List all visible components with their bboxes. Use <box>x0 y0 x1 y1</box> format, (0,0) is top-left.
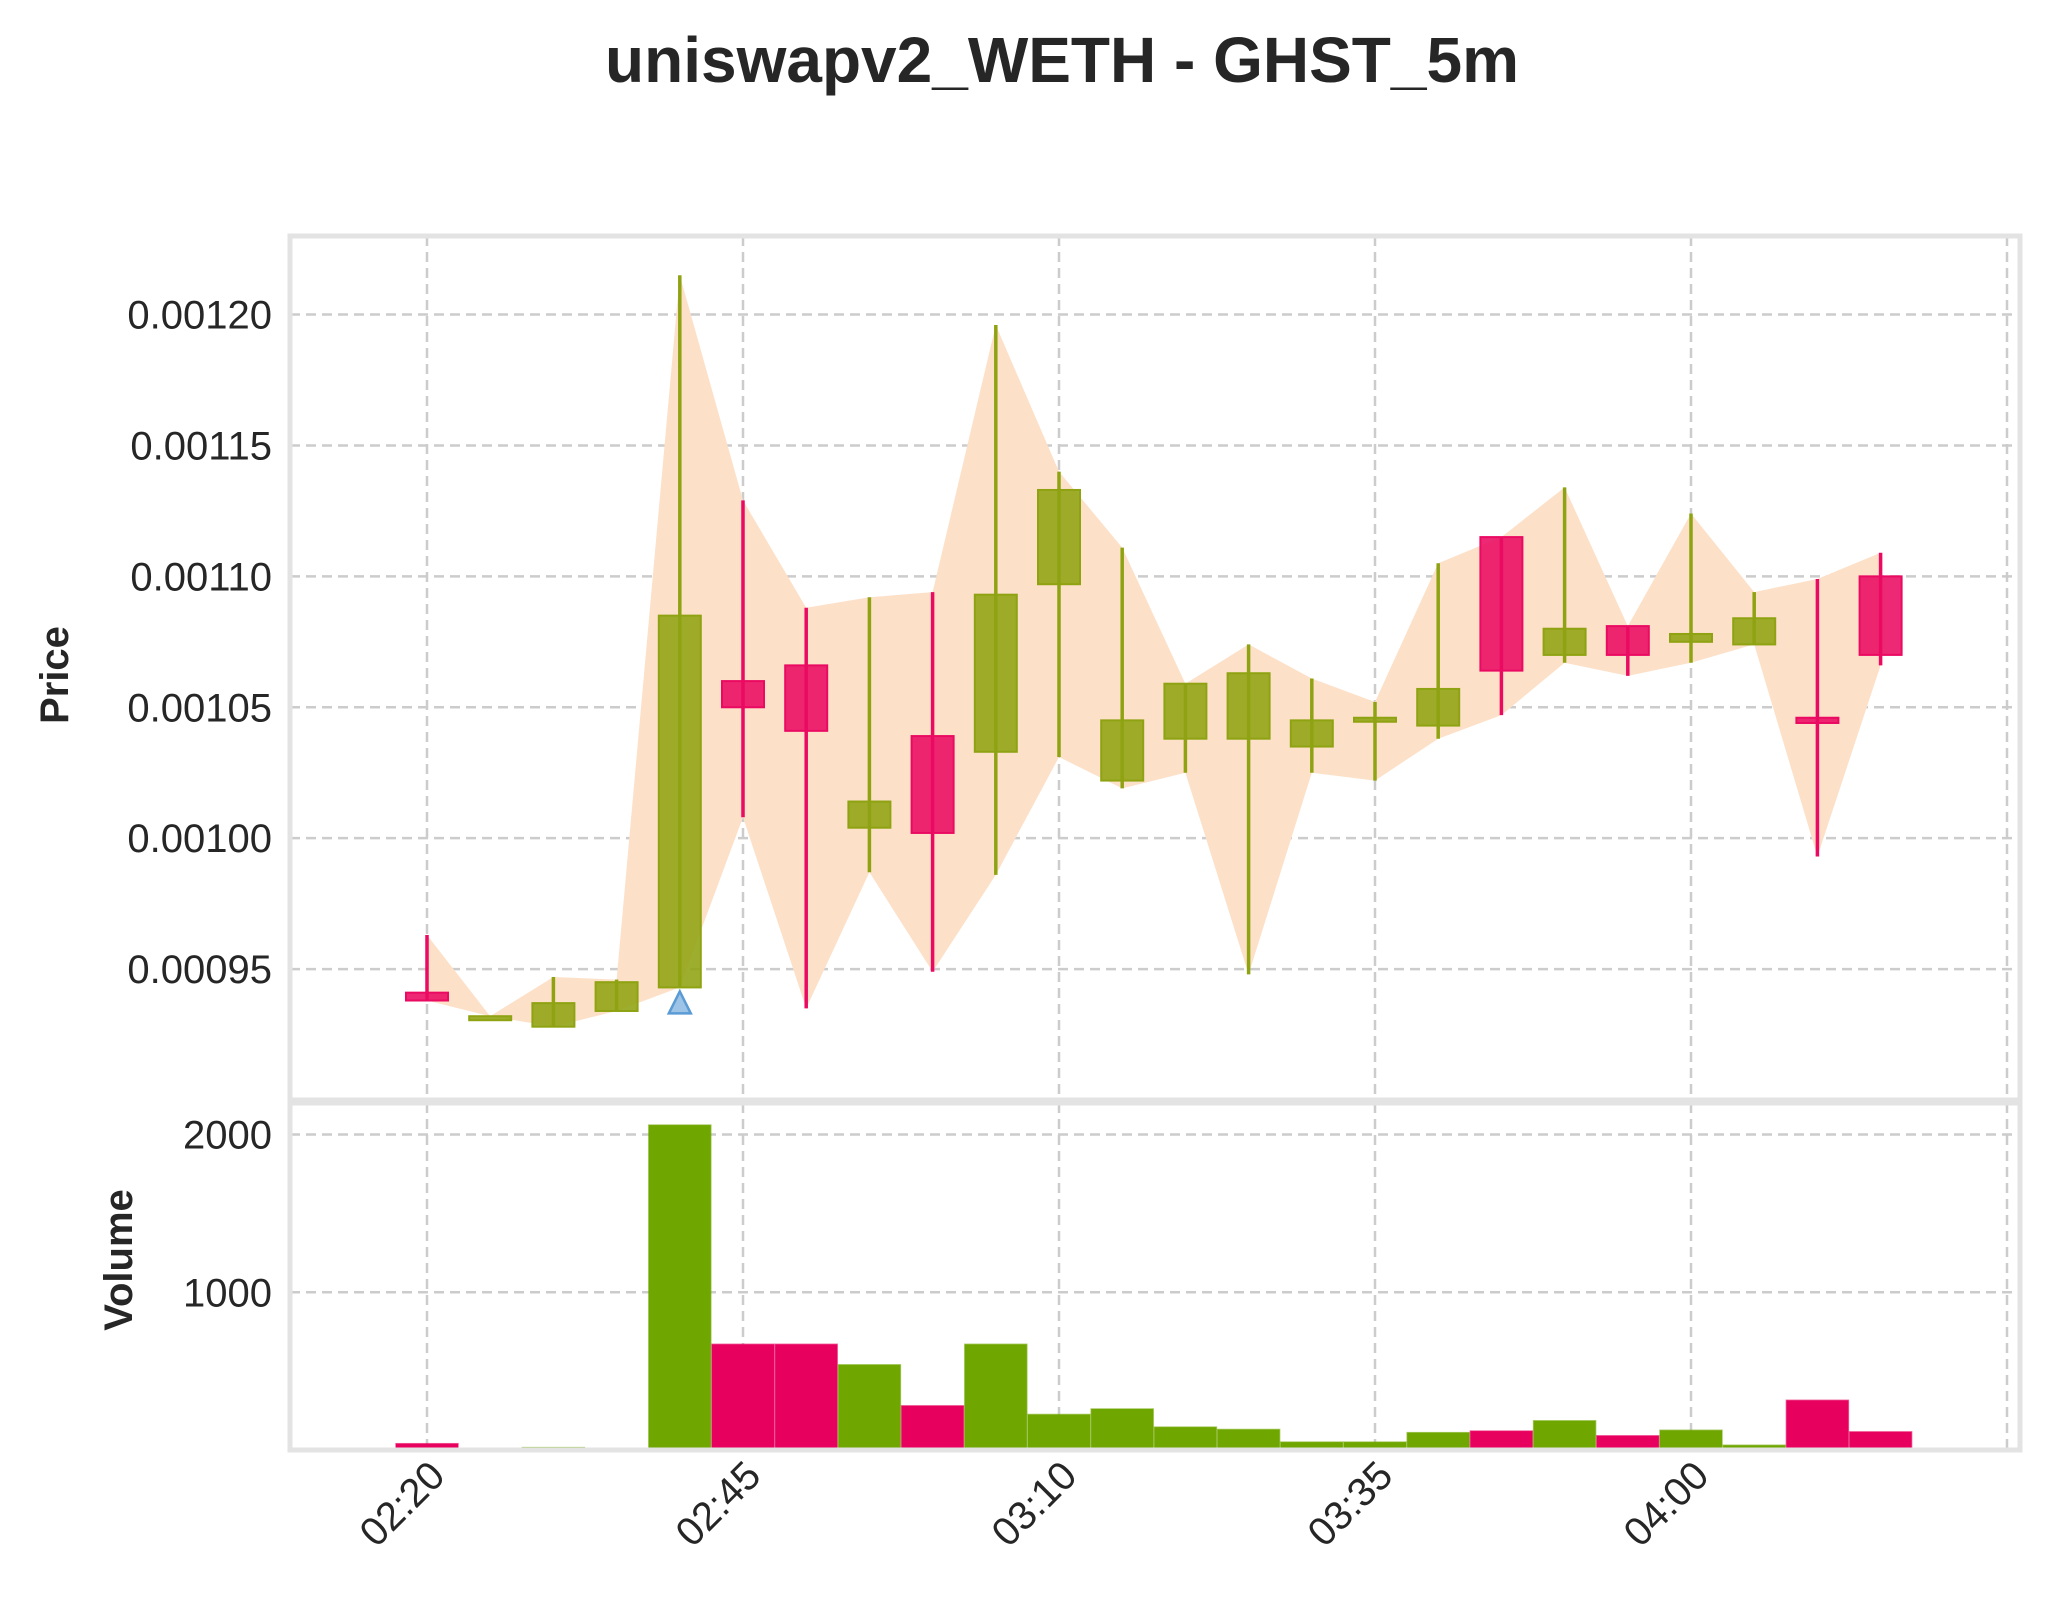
price-y-tick-label: 0.00115 <box>130 424 272 468</box>
volume-bar-up <box>837 1364 902 1451</box>
volume-panel: 1000 2000 <box>183 1100 2023 1453</box>
candle-body-up <box>1037 488 1081 586</box>
candle-body-up <box>1163 682 1208 740</box>
volume-bar-down <box>900 1405 965 1451</box>
x-tick-label: 03:35 <box>1299 1453 1401 1555</box>
volume-y-tick-label: 2000 <box>183 1114 272 1158</box>
buy-signal-marker <box>666 988 693 1015</box>
price-y-tick-label: 0.00120 <box>127 294 272 338</box>
volume-bar-up <box>648 1124 712 1451</box>
candle-body-up <box>1669 632 1713 643</box>
volume-bar-up <box>1532 1420 1597 1451</box>
candle-body-down <box>1479 536 1524 672</box>
candle-body-up <box>468 1015 513 1022</box>
volume-y-tick-labels: 1000 2000 <box>183 1114 272 1316</box>
volume-bar-down <box>1848 1431 1913 1451</box>
price-axis-label: Price <box>33 626 77 724</box>
price-band <box>427 275 1881 1027</box>
candle-body-down <box>1605 625 1650 656</box>
high-low-band <box>427 275 1881 1027</box>
volume-bar-up <box>1216 1428 1281 1451</box>
volume-bar-up <box>964 1343 1028 1451</box>
x-tick-label: 02:45 <box>667 1453 769 1555</box>
volume-bar-down <box>1469 1430 1534 1451</box>
volume-bar-up <box>1406 1431 1470 1451</box>
volume-bar-down <box>774 1343 838 1451</box>
buy-signal-markers <box>666 988 693 1015</box>
x-tick-label: 04:00 <box>1615 1453 1717 1555</box>
volume-bar-up <box>1153 1426 1218 1451</box>
price-y-tick-label: 0.00095 <box>127 948 272 992</box>
volume-gridlines <box>290 1103 2020 1450</box>
volume-axis-label: Volume <box>97 1189 141 1331</box>
candle-body-down <box>910 735 955 834</box>
volume-panel-frame <box>287 1100 2023 1453</box>
candle-body-down <box>405 991 449 1002</box>
price-y-tick-labels: 0.00095 0.00100 0.00105 0.00110 0.00115 0.001… <box>127 294 272 993</box>
x-tick-label: 03:10 <box>983 1453 1085 1555</box>
candle-body-up <box>1353 716 1397 723</box>
volume-bar-down <box>1785 1399 1850 1451</box>
volume-bar-up <box>1027 1413 1091 1451</box>
candle-body-up <box>594 981 639 1012</box>
candle-body-down <box>784 664 829 732</box>
volume-bar-up <box>1659 1429 1723 1451</box>
x-tick-label: 02:20 <box>351 1453 453 1555</box>
volume-bars <box>395 1124 1913 1452</box>
volume-bar-down <box>711 1343 775 1451</box>
candle-body-up <box>1542 627 1587 656</box>
x-tick-labels: 02:20 02:45 03:10 03:35 04:00 <box>351 1453 1717 1555</box>
candle-body-up <box>657 614 702 989</box>
candle-body-up <box>1289 719 1334 748</box>
candle-body-up <box>531 1002 576 1028</box>
candle-body-down <box>721 680 765 709</box>
volume-bar-up <box>1090 1408 1154 1451</box>
candle-body-down <box>1858 575 1903 656</box>
candle-body-up <box>1226 672 1271 740</box>
candle-body-up <box>1416 687 1461 727</box>
candle-body-up <box>1732 617 1777 646</box>
price-y-tick-label: 0.00110 <box>130 555 272 599</box>
price-y-tick-label: 0.00100 <box>127 817 272 861</box>
price-y-tick-label: 0.00105 <box>127 686 272 730</box>
price-panel-frame <box>287 233 2023 1103</box>
candle-body-up <box>973 593 1018 753</box>
price-panel: 0.00095 0.00100 0.00105 0.00110 0.00115 0.001… <box>127 233 2023 1103</box>
candle-body-up <box>1100 719 1145 782</box>
candle-body-up <box>847 800 892 829</box>
volume-y-tick-label: 1000 <box>183 1271 272 1315</box>
chart-title: uniswapv2_WETH - GHST_5m <box>605 24 1519 96</box>
candle-body-down <box>1795 716 1840 724</box>
candles <box>405 275 1903 1028</box>
